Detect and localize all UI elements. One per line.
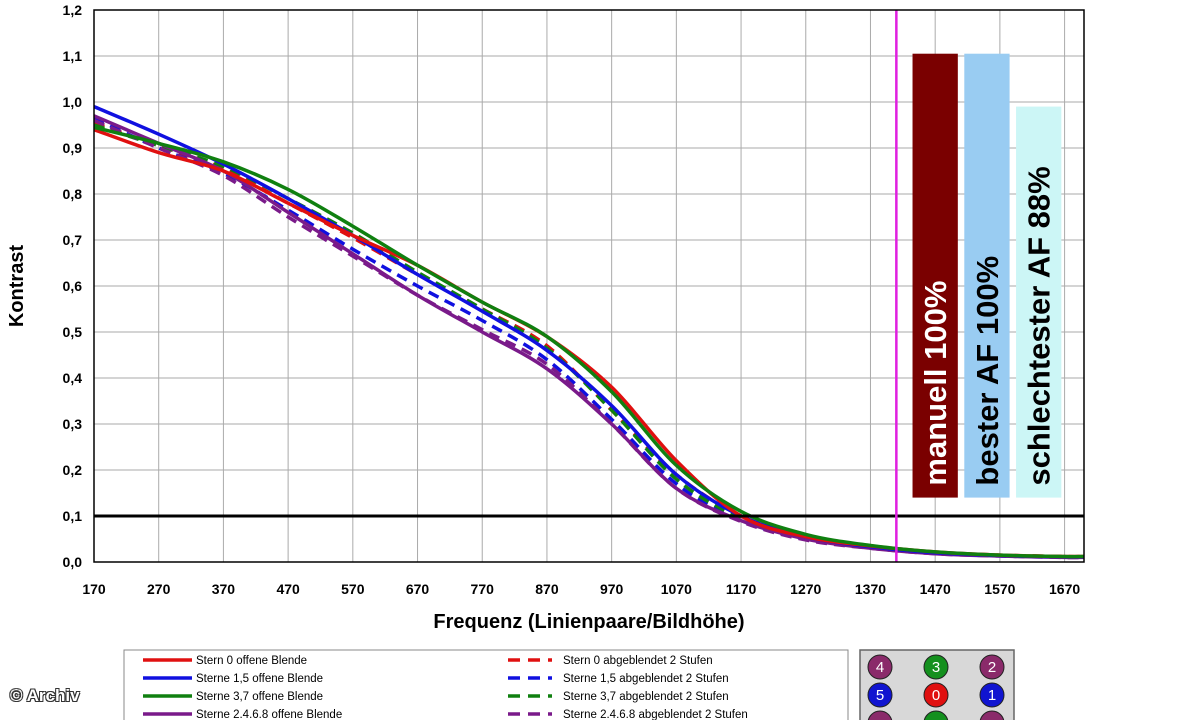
star-dot-label: 0 [932,687,940,704]
y-tick-label: 0,3 [63,416,83,432]
x-tick-label: 770 [471,581,495,597]
x-tick-label: 270 [147,581,171,597]
y-tick-label: 0,5 [63,324,83,340]
annotation-bars: manuell 100% bester AF 100% schlechtester … [912,53,1062,498]
star-dot [979,710,1005,720]
annotation-bar [1016,106,1062,498]
copyright-watermark: © Archiv [10,686,80,705]
legend-label: Sterne 1,5 offene Blende [196,673,323,685]
annotation-bar [912,53,958,498]
star-dot [923,710,949,720]
star-dot-label: 3 [932,659,940,676]
x-tick-label: 1370 [855,581,886,597]
y-tick-label: 0,9 [63,140,83,156]
y-tick-label: 1,1 [63,48,83,64]
x-tick-label: 570 [341,581,365,597]
legend-box [123,649,849,720]
annotation-bar-label: manuell 100% [918,281,953,486]
y-tick-label: 1,2 [63,2,83,18]
x-tick-label: 1270 [790,581,821,597]
legend-label: Sterne 3,7 abgeblendet 2 Stufen [563,691,729,703]
y-tick-label: 0,7 [63,232,83,248]
star-position-map: 4 3 2 5 0 1 [859,649,1015,720]
x-tick-label: 970 [600,581,624,597]
series-line [94,125,1084,559]
reference-lines [94,10,1084,562]
y-tick-label: 0,4 [63,370,83,386]
star-dot [923,654,949,680]
annotation-bar [964,53,1010,498]
legend-label: Stern 0 abgeblendet 2 Stufen [563,655,713,667]
legend-label: Sterne 1,5 abgeblendet 2 Stufen [563,673,729,685]
y-tick-label: 1,0 [63,94,83,110]
x-tick-label: 870 [535,581,559,597]
star-dot [979,654,1005,680]
legend-label: Stern 0 offene Blende [196,655,307,667]
x-tick-label: 1470 [920,581,951,597]
annotation-bar-label: bester AF 100% [970,256,1005,486]
star-dot [923,682,949,708]
y-axis-ticks: 0,0 0,1 0,2 0,3 0,4 0,5 0,6 0,7 0,8 0,9 1,0 1,1 1,2 [63,2,83,570]
y-tick-label: 0,2 [63,462,83,478]
star-dot-label: 2 [988,659,996,676]
x-tick-label: 1670 [1049,581,1080,597]
x-tick-label: 1570 [984,581,1015,597]
x-tick-label: 470 [276,581,300,597]
x-tick-label: 1070 [661,581,692,597]
x-axis-ticks: 170 270 370 470 570 670 770 870 970 1070 1170 1270 1… [82,581,1080,597]
y-axis-title: Kontrast [6,245,28,328]
y-tick-label: 0,0 [63,554,83,570]
x-tick-label: 670 [406,581,430,597]
star-dot [867,654,893,680]
x-tick-label: 170 [82,581,106,597]
y-tick-label: 0,8 [63,186,83,202]
y-tick-label: 0,1 [63,508,83,524]
legend-label: Sterne 3,7 offene Blende [196,691,323,703]
x-tick-label: 1170 [726,581,757,597]
star-dot [867,710,893,720]
legend: Stern 0 offene Blende Stern 0 abgeblendet… [123,649,849,720]
y-tick-label: 0,6 [63,278,83,294]
star-dot-label: 1 [988,687,996,704]
star-dot [867,682,893,708]
legend-label: Sterne 2.4.6.8 abgeblendet 2 Stufen [563,709,748,720]
star-dot-label: 5 [876,687,884,704]
legend-label: Sterne 2.4.6.8 offene Blende [196,709,342,720]
series-lines [94,104,1084,560]
star-dot-label: 4 [876,659,884,676]
x-tick-label: 370 [212,581,236,597]
x-axis-title: Frequenz (Linienpaare/Bildhöhe) [433,611,744,633]
plot-frame [93,9,1085,563]
star-dot [979,682,1005,708]
annotation-bar-label: schlechtester AF 88% [1022,166,1057,485]
